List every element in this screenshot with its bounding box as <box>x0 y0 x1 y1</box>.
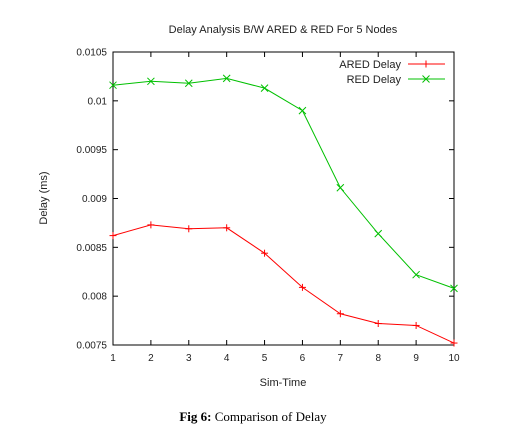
x-tick-label: 1 <box>110 353 116 364</box>
x-tick-label: 7 <box>338 353 344 364</box>
caption-text: Comparison of Delay <box>211 409 327 424</box>
data-point-red <box>374 229 383 238</box>
figure-caption: Fig 6: Comparison of Delay <box>0 409 506 425</box>
y-tick-label: 0.01 <box>88 96 108 107</box>
legend-label-ared: ARED Delay <box>339 59 401 71</box>
data-point-red <box>260 84 269 92</box>
chart-title: Delay Analysis B/W ARED & RED For 5 Node… <box>169 24 398 36</box>
data-point-ared <box>109 232 117 240</box>
y-tick-label: 0.009 <box>82 194 107 205</box>
y-tick-label: 0.008 <box>82 292 107 303</box>
data-point-red <box>184 79 193 88</box>
x-tick-label: 4 <box>224 353 230 364</box>
data-point-red <box>298 106 307 115</box>
data-point-ared <box>450 339 458 347</box>
x-tick-label: 2 <box>148 353 154 364</box>
data-point-ared <box>374 320 382 328</box>
y-axis-label: Delay (ms) <box>38 171 50 224</box>
series-layer <box>109 74 458 347</box>
data-point-red <box>450 284 458 293</box>
legend-marker-ared <box>422 60 430 68</box>
caption-label: Fig 6: <box>179 409 212 424</box>
y-tick-label: 0.0075 <box>76 341 107 352</box>
data-point-red <box>412 270 420 279</box>
legend-label-red: RED Delay <box>347 74 402 86</box>
y-tick-label: 0.0105 <box>76 48 107 59</box>
data-point-ared <box>185 225 193 233</box>
plot-frame <box>112 51 455 346</box>
y-axis-ticks: 0.0075 0.008 0.0085 0.009 0.0095 0.01 0.0105 <box>76 48 454 352</box>
data-point-ared <box>412 321 420 329</box>
legend: ARED Delay RED Delay <box>339 59 445 86</box>
legend-marker-symbol <box>422 60 430 68</box>
data-point-ared <box>336 310 344 318</box>
x-tick-label: 8 <box>375 353 381 364</box>
series-line-ared <box>112 224 455 344</box>
y-tick-label: 0.0095 <box>76 145 107 156</box>
x-tick-label: 6 <box>300 353 306 364</box>
y-tick-label: 0.0085 <box>76 243 107 254</box>
delay-line-chart: Delay Analysis B/W ARED & RED For 5 Node… <box>38 24 460 389</box>
x-tick-label: 9 <box>413 353 419 364</box>
x-axis-ticks: 1 2 3 4 5 6 7 8 9 10 <box>110 52 460 364</box>
legend-marker-symbol <box>422 75 430 83</box>
x-tick-label: 3 <box>186 353 192 364</box>
data-point-red <box>336 183 345 192</box>
x-tick-label: 10 <box>448 353 460 364</box>
data-point-ared <box>223 224 231 232</box>
x-tick-label: 5 <box>262 353 268 364</box>
data-point-red <box>109 81 117 90</box>
data-point-ared <box>147 221 155 229</box>
data-point-red <box>222 74 231 83</box>
legend-marker-red <box>422 75 430 83</box>
data-point-red <box>147 77 155 86</box>
data-point-ared <box>298 283 306 291</box>
x-axis-label: Sim-Time <box>260 377 307 389</box>
data-point-ared <box>261 249 269 257</box>
series-line-red <box>112 77 455 289</box>
